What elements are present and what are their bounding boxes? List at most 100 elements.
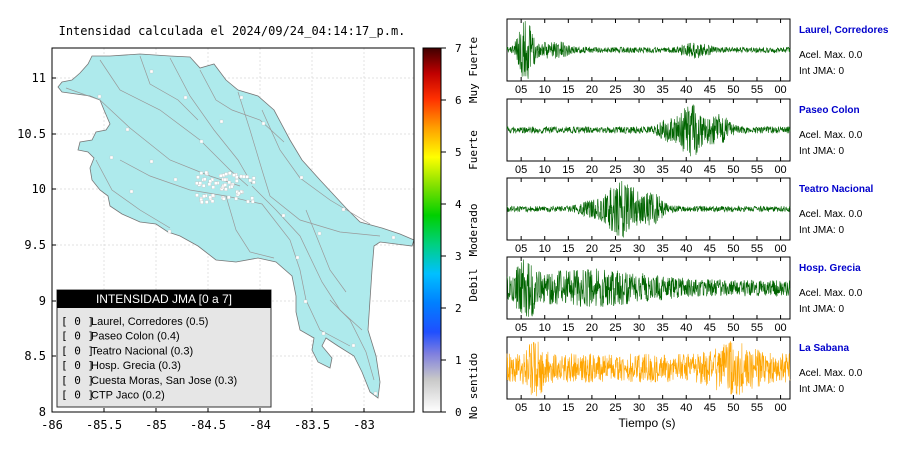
waveform-x-tick-label: 55 (751, 322, 763, 334)
colorbar-tick-label: 2 (455, 302, 462, 315)
intensity-colorbar: 0 1 2 3 4 5 6 7 No sentido Debil Moderado Fuerte Mu… (422, 37, 480, 419)
station-intensity: Int JMA: 0 (799, 225, 844, 236)
waveform-x-tick-label: 10 (539, 322, 551, 334)
waveform-x-tick-label: 30 (633, 164, 645, 176)
map-y-tick-label: 11 (32, 71, 46, 85)
map-frame (51, 47, 415, 413)
waveform-x-tick-label: 35 (657, 164, 669, 176)
colorbar-tick-label: 1 (455, 354, 462, 367)
station-marker (234, 196, 238, 201)
colorbar-ramp (422, 47, 442, 413)
station-name: Laurel, Corredores (799, 25, 889, 36)
road (199, 69, 285, 143)
waveform-x-tick-label: 10 (539, 84, 551, 96)
station-marker (222, 197, 226, 201)
map-y-tick-label: 9.5 (24, 238, 46, 252)
waveform-x-tick-label: 00 (774, 164, 786, 176)
station-marker (205, 200, 209, 204)
road (99, 59, 249, 187)
station-marker (223, 177, 227, 182)
road (237, 91, 381, 237)
waveform-x-tick-label: 35 (657, 84, 669, 96)
colorbar-category-label: Muy Fuerte (467, 37, 480, 103)
station-marker (321, 331, 326, 336)
waveform-x-tick-label: 15 (562, 164, 574, 176)
waveform-panel: 05 10 15 20 25 30 35 40 45 50 55 00 Laurel, Corredor… (506, 18, 889, 96)
waveform-x-tick-label: 35 (657, 243, 669, 255)
station-marker (299, 175, 304, 180)
station-name: La Sabana (799, 343, 849, 354)
waveform-x-tick-label: 45 (704, 402, 716, 414)
legend-row-label: Laurel, Corredores (0.5) (91, 316, 208, 328)
map-y-tick-label: 8 (39, 405, 46, 419)
waveform-x-tick-label: 20 (586, 322, 598, 334)
station-marker (195, 181, 199, 185)
station-marker (129, 189, 134, 194)
map-x-axis: -86 -85.5 -85 -84.5 -84 -83.5 -83 (41, 408, 375, 432)
station-marker (232, 173, 236, 177)
waveform-x-tick-label: 10 (539, 402, 551, 414)
map-y-tick-label: 9 (39, 294, 46, 308)
waveform-x-tick-label: 05 (515, 84, 527, 96)
legend-rows: [ 0 ]Laurel, Corredores (0.5)[ 0 ]Paseo … (61, 315, 237, 402)
station-marker (295, 255, 300, 260)
station-marker (199, 139, 204, 144)
station-marker (227, 180, 231, 185)
road (65, 87, 241, 187)
waveform-x-tick-label: 20 (586, 84, 598, 96)
map-title: Intensidad calculada el 2024/09/24_04:14… (59, 24, 406, 38)
waveform-panel: 05 10 15 20 25 30 35 40 45 50 55 00 La Sabana Acel. M… (506, 336, 863, 414)
station-marker (239, 95, 244, 100)
intensity-legend: INTENSIDAD JMA [0 a 7] [ 0 ]Laurel, Corr… (56, 289, 272, 408)
waveform-x-tick-label: 30 (633, 322, 645, 334)
colorbar-tick-label: 7 (455, 42, 462, 55)
waveform-x-tick-label: 10 (539, 164, 551, 176)
station-marker (251, 199, 255, 204)
colorbar-ticks: 0 1 2 3 4 5 6 7 (441, 42, 462, 419)
station-marker (196, 175, 200, 179)
map-x-tick-label: -84.5 (190, 418, 226, 432)
waveform-x-tick-label: 40 (680, 402, 692, 414)
legend-row-label: Teatro Nacional (0.3) (91, 345, 193, 357)
waveform-x-tick-label: 25 (609, 402, 621, 414)
waveform-x-tick-label: 05 (515, 243, 527, 255)
station-marker (200, 200, 204, 204)
station-marker (303, 299, 308, 304)
waveform-x-tick-label: 30 (633, 402, 645, 414)
waveform-x-tick-label: 00 (774, 322, 786, 334)
station-marker (203, 177, 207, 181)
station-marker (351, 343, 356, 348)
waveform-x-tick-label: 05 (515, 322, 527, 334)
colorbar-category-label: Moderado (467, 204, 480, 257)
waveform-x-tick-label: 50 (727, 322, 739, 334)
waveform-x-tick-label: 55 (751, 402, 763, 414)
road (169, 57, 253, 185)
legend-row-badge: [ 0 ] (61, 330, 94, 343)
map-y-tick-label: 10 (32, 182, 46, 196)
station-marker (281, 213, 286, 218)
colorbar-categories: No sentido Debil Moderado Fuerte Muy Fuerte (467, 37, 480, 419)
station-marker (204, 170, 209, 175)
station-marker (242, 174, 246, 179)
waveform-x-tick-label: 05 (515, 402, 527, 414)
road (95, 159, 171, 229)
map-y-axis: 11 10.5 10 9.5 9 8.5 8 (17, 71, 56, 419)
waveform-x-tick-label: 15 (562, 402, 574, 414)
road (119, 159, 351, 347)
map-x-tick-label: -85.5 (86, 418, 122, 432)
road (139, 55, 199, 121)
waveform-x-tick-label: 00 (774, 243, 786, 255)
waveform-x-tick-label: 55 (751, 164, 763, 176)
station-marker (239, 174, 243, 179)
station-marker (235, 179, 239, 183)
station-accel: Acel. Max. 0.0 (799, 288, 863, 299)
waveform-x-tick-label: 50 (727, 402, 739, 414)
station-intensity: Int JMA: 0 (799, 146, 844, 157)
station-marker (373, 391, 378, 396)
waveform-xlabel: Tiempo (s) (619, 416, 676, 430)
station-marker (149, 69, 154, 74)
station-marker (230, 184, 234, 189)
colorbar-tick-label: 3 (455, 250, 462, 263)
station-accel: Acel. Max. 0.0 (799, 209, 863, 220)
station-marker (210, 199, 215, 203)
